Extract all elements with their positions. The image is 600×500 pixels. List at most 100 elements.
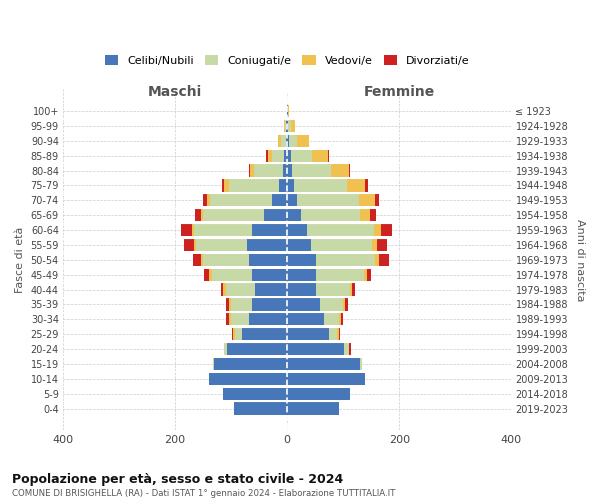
Bar xyxy=(194,224,253,236)
Bar xyxy=(301,209,360,222)
Bar xyxy=(229,313,230,326)
Bar xyxy=(194,239,196,251)
Bar xyxy=(192,224,194,236)
Bar xyxy=(249,313,287,326)
Bar xyxy=(349,164,350,176)
Bar xyxy=(329,328,337,340)
Bar xyxy=(379,254,389,266)
Bar xyxy=(203,209,263,222)
Bar xyxy=(234,402,287,414)
Bar xyxy=(193,254,201,266)
Bar xyxy=(224,180,229,192)
Bar xyxy=(323,313,339,326)
Bar xyxy=(214,358,287,370)
Bar xyxy=(287,343,344,355)
Bar xyxy=(287,164,292,176)
Bar xyxy=(339,313,341,326)
Bar xyxy=(226,284,255,296)
Bar xyxy=(350,284,352,296)
Bar xyxy=(292,164,331,176)
Text: Maschi: Maschi xyxy=(148,85,202,99)
Bar xyxy=(289,134,297,147)
Bar xyxy=(287,209,301,222)
Bar xyxy=(227,343,287,355)
Bar xyxy=(287,134,289,147)
Bar xyxy=(224,343,227,355)
Bar xyxy=(287,372,365,385)
Bar xyxy=(346,298,348,310)
Bar xyxy=(286,134,287,147)
Bar xyxy=(316,268,364,281)
Bar xyxy=(278,134,281,147)
Bar xyxy=(339,328,340,340)
Bar xyxy=(287,298,320,310)
Bar xyxy=(287,194,297,206)
Bar xyxy=(249,254,287,266)
Bar xyxy=(204,268,209,281)
Bar xyxy=(230,313,249,326)
Bar xyxy=(297,194,359,206)
Bar xyxy=(375,254,379,266)
Bar xyxy=(247,239,287,251)
Bar xyxy=(337,328,339,340)
Bar xyxy=(207,194,210,206)
Bar xyxy=(352,284,355,296)
Bar xyxy=(226,298,229,310)
Bar xyxy=(248,164,250,176)
Bar xyxy=(212,358,214,370)
Bar xyxy=(201,254,203,266)
Bar xyxy=(287,150,290,162)
Bar xyxy=(223,284,226,296)
Bar xyxy=(312,150,328,162)
Bar xyxy=(184,239,194,251)
Bar xyxy=(287,224,307,236)
Bar xyxy=(203,194,207,206)
Bar xyxy=(254,164,283,176)
Bar xyxy=(316,254,375,266)
Bar xyxy=(280,180,287,192)
Bar xyxy=(316,284,350,296)
Bar xyxy=(272,194,287,206)
Bar xyxy=(287,388,350,400)
Bar xyxy=(287,328,329,340)
Bar xyxy=(343,298,346,310)
Bar xyxy=(212,268,252,281)
Bar xyxy=(328,150,329,162)
Bar xyxy=(320,298,343,310)
Bar xyxy=(181,224,192,236)
Bar xyxy=(360,209,370,222)
Bar xyxy=(288,105,289,117)
Bar xyxy=(373,239,377,251)
Bar xyxy=(253,224,287,236)
Bar xyxy=(233,328,235,340)
Text: Popolazione per età, sesso e stato civile - 2024: Popolazione per età, sesso e stato civil… xyxy=(12,472,343,486)
Bar xyxy=(250,164,254,176)
Bar xyxy=(242,328,287,340)
Bar xyxy=(272,150,284,162)
Bar xyxy=(287,268,316,281)
Y-axis label: Anni di nascita: Anni di nascita xyxy=(575,218,585,301)
Bar xyxy=(290,150,312,162)
Bar xyxy=(370,209,376,222)
Bar xyxy=(294,180,347,192)
Bar xyxy=(286,120,287,132)
Bar xyxy=(281,134,286,147)
Bar xyxy=(263,209,287,222)
Bar xyxy=(229,180,280,192)
Bar xyxy=(209,372,287,385)
Bar xyxy=(344,343,349,355)
Bar xyxy=(290,120,295,132)
Bar xyxy=(230,298,252,310)
Bar xyxy=(287,120,289,132)
Bar xyxy=(287,402,339,414)
Bar xyxy=(252,268,287,281)
Bar xyxy=(364,268,367,281)
Bar xyxy=(349,343,350,355)
Bar xyxy=(229,298,230,310)
Bar xyxy=(235,328,242,340)
Bar xyxy=(284,120,285,132)
Bar xyxy=(287,313,323,326)
Bar xyxy=(285,120,286,132)
Bar xyxy=(377,239,387,251)
Bar xyxy=(359,194,374,206)
